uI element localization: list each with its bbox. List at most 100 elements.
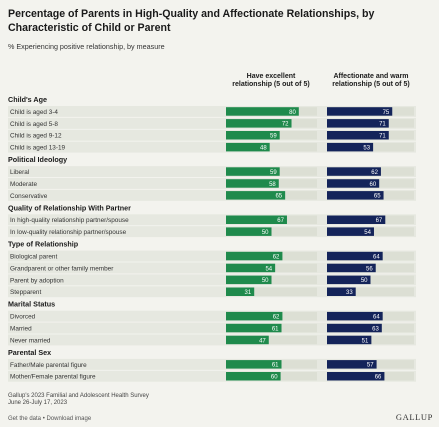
bar-excellent: [226, 311, 283, 321]
data-label-excellent: 59: [270, 134, 277, 140]
legend-excellent-line1: Have excellent: [247, 73, 296, 80]
data-label-affection: 51: [362, 338, 369, 344]
bar-excellent: [226, 275, 272, 285]
row-band: [8, 310, 416, 322]
footer-links[interactable]: Get the data • Download image: [8, 416, 92, 422]
bar-affection: [327, 167, 381, 176]
row-label: Liberal: [10, 169, 29, 176]
bar-affection: [327, 227, 374, 236]
group-label: Type of Relationship: [8, 240, 79, 249]
data-label-affection: 62: [371, 170, 378, 176]
bar-track-excellent: [226, 142, 317, 152]
row-label: Stepparent: [10, 289, 41, 296]
data-label-affection: 54: [364, 230, 371, 236]
row-band: [8, 117, 416, 129]
bar-excellent: [226, 227, 272, 236]
data-label-affection: 75: [383, 110, 390, 116]
bar-affection: [327, 323, 382, 333]
data-label-affection: 63: [372, 326, 379, 332]
row-label: Parent by adoption: [10, 277, 64, 284]
chart-title-line2: Characteristic of Child or Parent: [8, 22, 171, 34]
row-band: [8, 358, 416, 370]
bar-affection: [327, 360, 377, 369]
row-label: Grandparent or other family member: [10, 265, 114, 272]
bar-excellent: [226, 167, 280, 176]
row-label: Biological parent: [10, 253, 57, 260]
source-line1: Gallup's 2023 Familial and Adolescent He…: [8, 393, 149, 399]
bar-affection: [327, 287, 356, 296]
row-label: Child is aged 13-19: [10, 145, 66, 152]
data-label-excellent: 67: [277, 218, 284, 224]
data-label-excellent: 61: [272, 363, 279, 369]
bar-excellent: [226, 287, 255, 296]
data-label-excellent: 80: [289, 110, 296, 116]
data-label-affection: 64: [373, 254, 380, 260]
bar-affection: [327, 263, 376, 273]
bar-affection: [327, 215, 386, 224]
row-band: [8, 226, 416, 238]
row-band: [8, 370, 416, 382]
bar-excellent: [226, 323, 282, 333]
bar-excellent: [226, 263, 276, 273]
data-label-excellent: 58: [269, 182, 276, 188]
bar-affection: [327, 179, 380, 188]
row-band: [8, 250, 416, 262]
data-label-affection: 50: [361, 278, 368, 284]
bar-affection: [327, 335, 372, 345]
bar-affection: [327, 311, 383, 321]
data-label-excellent: 31: [245, 290, 252, 296]
data-label-affection: 57: [367, 363, 374, 369]
bar-excellent: [226, 119, 292, 128]
row-label: Mother/Female parental figure: [10, 374, 96, 381]
legend-excellent-line2: relationship (5 out of 5): [232, 81, 309, 88]
bar-excellent: [226, 191, 286, 200]
row-band: [8, 322, 416, 334]
row-label: Divorced: [10, 314, 36, 321]
legend-affection-line2: relationship (5 out of 5): [332, 81, 409, 88]
data-label-excellent: 54: [265, 266, 272, 272]
row-band: [8, 214, 416, 226]
data-label-excellent: 59: [270, 170, 277, 176]
data-label-excellent: 61: [272, 326, 279, 332]
bar-excellent: [226, 215, 287, 224]
row-band: [8, 274, 416, 286]
bar-excellent: [226, 142, 270, 152]
bar-track-excellent: [226, 335, 317, 345]
data-label-affection: 53: [363, 145, 370, 151]
group-label: Parental Sex: [8, 348, 51, 357]
bar-affection: [327, 372, 385, 381]
group-label: Political Ideology: [8, 155, 67, 164]
bar-excellent: [226, 372, 281, 381]
bar-affection: [327, 275, 371, 285]
row-label: Child is aged 3-4: [10, 109, 58, 116]
row-label: Conservative: [10, 193, 48, 200]
bar-excellent: [226, 131, 280, 140]
row-band: [8, 189, 416, 201]
source-line2: June 26-July 17, 2023: [8, 400, 68, 406]
data-label-affection: 56: [366, 266, 373, 272]
data-label-excellent: 47: [259, 338, 266, 344]
row-label: Father/Male parental figure: [10, 362, 87, 369]
bar-excellent: [226, 251, 283, 261]
row-band: [8, 262, 416, 274]
bar-affection: [327, 191, 384, 200]
bar-track-affection: [327, 287, 414, 296]
data-label-affection: 67: [376, 218, 383, 224]
data-label-excellent: 48: [260, 145, 267, 151]
bar-excellent: [226, 360, 282, 369]
row-band: [8, 334, 416, 346]
data-label-affection: 64: [373, 314, 380, 320]
bar-affection: [327, 142, 374, 152]
data-label-excellent: 62: [273, 314, 280, 320]
data-label-excellent: 65: [275, 194, 282, 200]
bar-excellent: [226, 107, 299, 116]
bar-excellent: [226, 335, 269, 345]
bar-affection: [327, 251, 383, 261]
data-label-excellent: 60: [271, 375, 278, 381]
row-label: Moderate: [10, 181, 37, 188]
data-label-affection: 60: [370, 182, 377, 188]
group-label: Quality of Relationship With Partner: [8, 203, 131, 212]
data-label-excellent: 62: [273, 254, 280, 260]
